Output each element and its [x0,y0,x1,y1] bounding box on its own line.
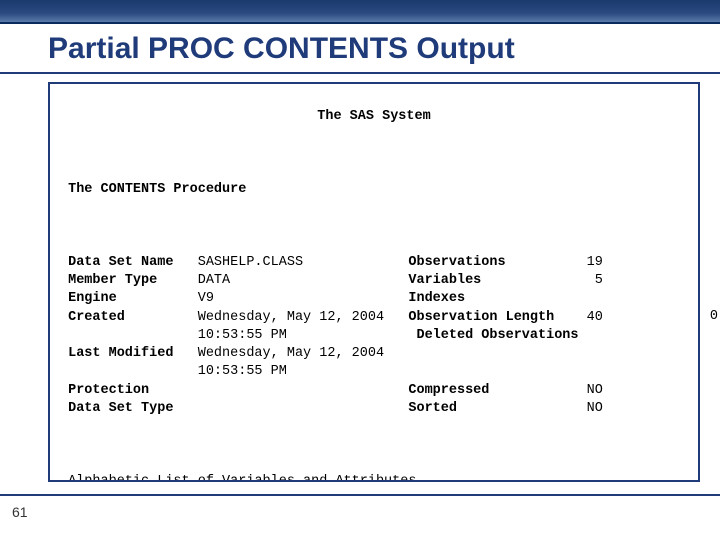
blank-line [60,218,688,236]
blank-line [60,436,688,454]
system-title: The SAS System [60,108,688,126]
procedure-title: The CONTENTS Procedure [60,181,688,199]
output-box: The SAS System The CONTENTS Procedure Da… [48,82,700,482]
slide-title: Partial PROC CONTENTS Output [0,24,720,74]
footer-rule [0,494,720,496]
cutoff-text: 0 [710,235,718,326]
slide-number: 61 [12,504,28,520]
top-banner [0,0,720,24]
metadata-block: Data Set Name SASHELP.CLASS Observations… [60,254,688,418]
blank-line [60,145,688,163]
var-section-title: Alphabetic List of Variables and Attribu… [60,473,688,482]
